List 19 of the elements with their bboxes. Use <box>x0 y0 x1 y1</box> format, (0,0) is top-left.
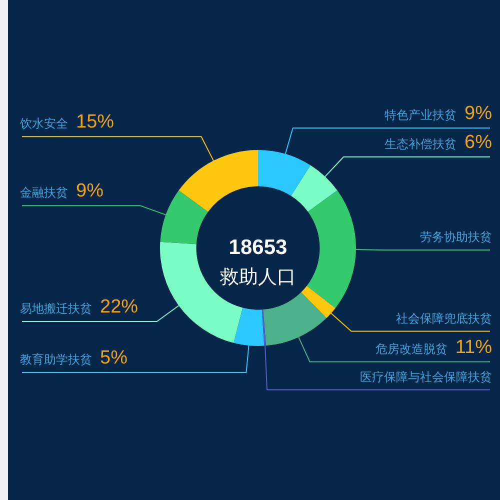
slice-label: 易地搬迁扶贫 <box>20 301 92 316</box>
data-label: 15% <box>76 112 114 133</box>
slice-label: 医疗保障与社会保障扶贫 <box>360 370 492 384</box>
slice-label: 生态补偿扶贫 <box>384 136 457 151</box>
text: 18653 <box>228 236 288 259</box>
slice-label: 社会保障兜底扶贫 <box>396 311 492 326</box>
slice-label: 危房改造脱贫 <box>375 342 448 356</box>
data-label: 11% <box>455 336 492 358</box>
data-label: 9% <box>464 102 492 124</box>
text: 救助人口 <box>219 267 296 288</box>
slice-label: 饮水安全 <box>19 116 68 131</box>
slice-label: 特色产业扶贫 <box>384 108 457 122</box>
slice-label: 金融扶贫 <box>20 186 68 200</box>
data-label: 9% <box>76 180 104 202</box>
data-label: 22% <box>100 296 138 318</box>
data-label: 6% <box>464 132 492 153</box>
data-label: 5% <box>100 347 128 368</box>
slice-label: 教育助学扶贫 <box>20 352 92 366</box>
slice-label: 劳务协助扶贫 <box>420 230 492 244</box>
